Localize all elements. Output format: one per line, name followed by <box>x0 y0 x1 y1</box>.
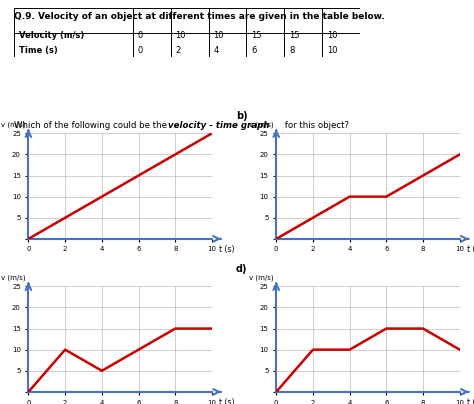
X-axis label: t (s): t (s) <box>219 245 235 254</box>
Text: 10: 10 <box>327 46 337 55</box>
Text: Q.9. Velocity of an object at different times are given in the table below.: Q.9. Velocity of an object at different … <box>14 12 385 21</box>
Text: 10: 10 <box>175 31 186 40</box>
Text: velocity - time graph: velocity - time graph <box>168 121 270 130</box>
X-axis label: t (s): t (s) <box>467 245 474 254</box>
Text: 10: 10 <box>213 31 224 40</box>
Text: 2: 2 <box>175 46 181 55</box>
Text: d): d) <box>236 264 247 274</box>
Text: 4: 4 <box>213 46 219 55</box>
Text: v (m/s): v (m/s) <box>249 122 273 128</box>
Text: 15: 15 <box>289 31 300 40</box>
Text: Velocity (m/s): Velocity (m/s) <box>19 31 84 40</box>
Text: b): b) <box>236 111 247 121</box>
X-axis label: t (s): t (s) <box>219 398 235 404</box>
Text: 10: 10 <box>327 31 337 40</box>
Text: v (m/s): v (m/s) <box>1 275 26 281</box>
Text: Time (s): Time (s) <box>19 46 58 55</box>
Text: 0: 0 <box>137 46 143 55</box>
Text: 6: 6 <box>251 46 256 55</box>
Text: v (m/s): v (m/s) <box>1 122 26 128</box>
Text: Which of the following could be the: Which of the following could be the <box>14 121 170 130</box>
X-axis label: t (s): t (s) <box>467 398 474 404</box>
Text: v (m/s): v (m/s) <box>249 275 273 281</box>
Text: 15: 15 <box>251 31 262 40</box>
Text: 8: 8 <box>289 46 294 55</box>
Text: 0: 0 <box>137 31 143 40</box>
Text: for this object?: for this object? <box>282 121 349 130</box>
